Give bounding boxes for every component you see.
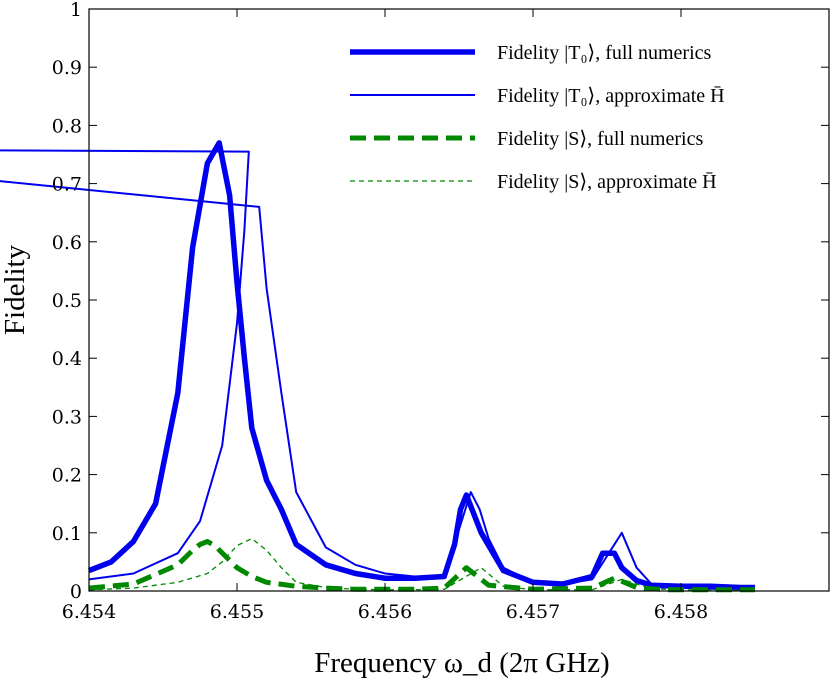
y-axis-title: Fidelity (0, 244, 31, 335)
x-tick-label: 6.457 (506, 601, 560, 623)
y-tick-label: 0.8 (52, 115, 82, 137)
y-tick-label: 0.6 (52, 232, 82, 254)
y-tick-label: 0.4 (52, 348, 82, 370)
x-tick-label: 6.455 (210, 601, 264, 623)
y-tick-label: 0.1 (52, 523, 82, 545)
y-tick-label: 1 (70, 0, 82, 21)
series-line-2 (0, 149, 755, 591)
series-layer (0, 140, 756, 593)
y-tick-label: 0.7 (52, 174, 82, 196)
x-tick-label: 6.454 (62, 601, 116, 623)
y-tick-label: 0.3 (52, 406, 82, 428)
series-line-4 (88, 537, 756, 592)
y-tick-label: 0 (70, 581, 82, 603)
legend-label-2: Fidelity |T₀⟩, approximate H̄ (497, 85, 725, 107)
x-tick-label: 6.458 (654, 601, 708, 623)
y-tick-label: 0.9 (52, 57, 82, 79)
ticks-layer: 6.454 6.455 6.456 6.457 6.458 0 0.1 0.2 0.3 0.4 0.… (52, 0, 829, 623)
x-axis-title: Frequency ω_d (2π GHz) (314, 647, 609, 679)
legend: Fidelity |T₀⟩, full numerics Fidelity |T₀… (350, 42, 725, 193)
series-line-1 (87, 140, 755, 591)
y-tick-label: 0.2 (52, 465, 82, 487)
legend-label-4: Fidelity |S⟩, approximate H̄ (497, 171, 717, 193)
legend-label-3: Fidelity |S⟩, full numerics (497, 128, 703, 150)
legend-label-1: Fidelity |T₀⟩, full numerics (497, 42, 712, 64)
y-tick-label: 0.5 (52, 290, 82, 312)
x-tick-label: 6.456 (358, 601, 412, 623)
